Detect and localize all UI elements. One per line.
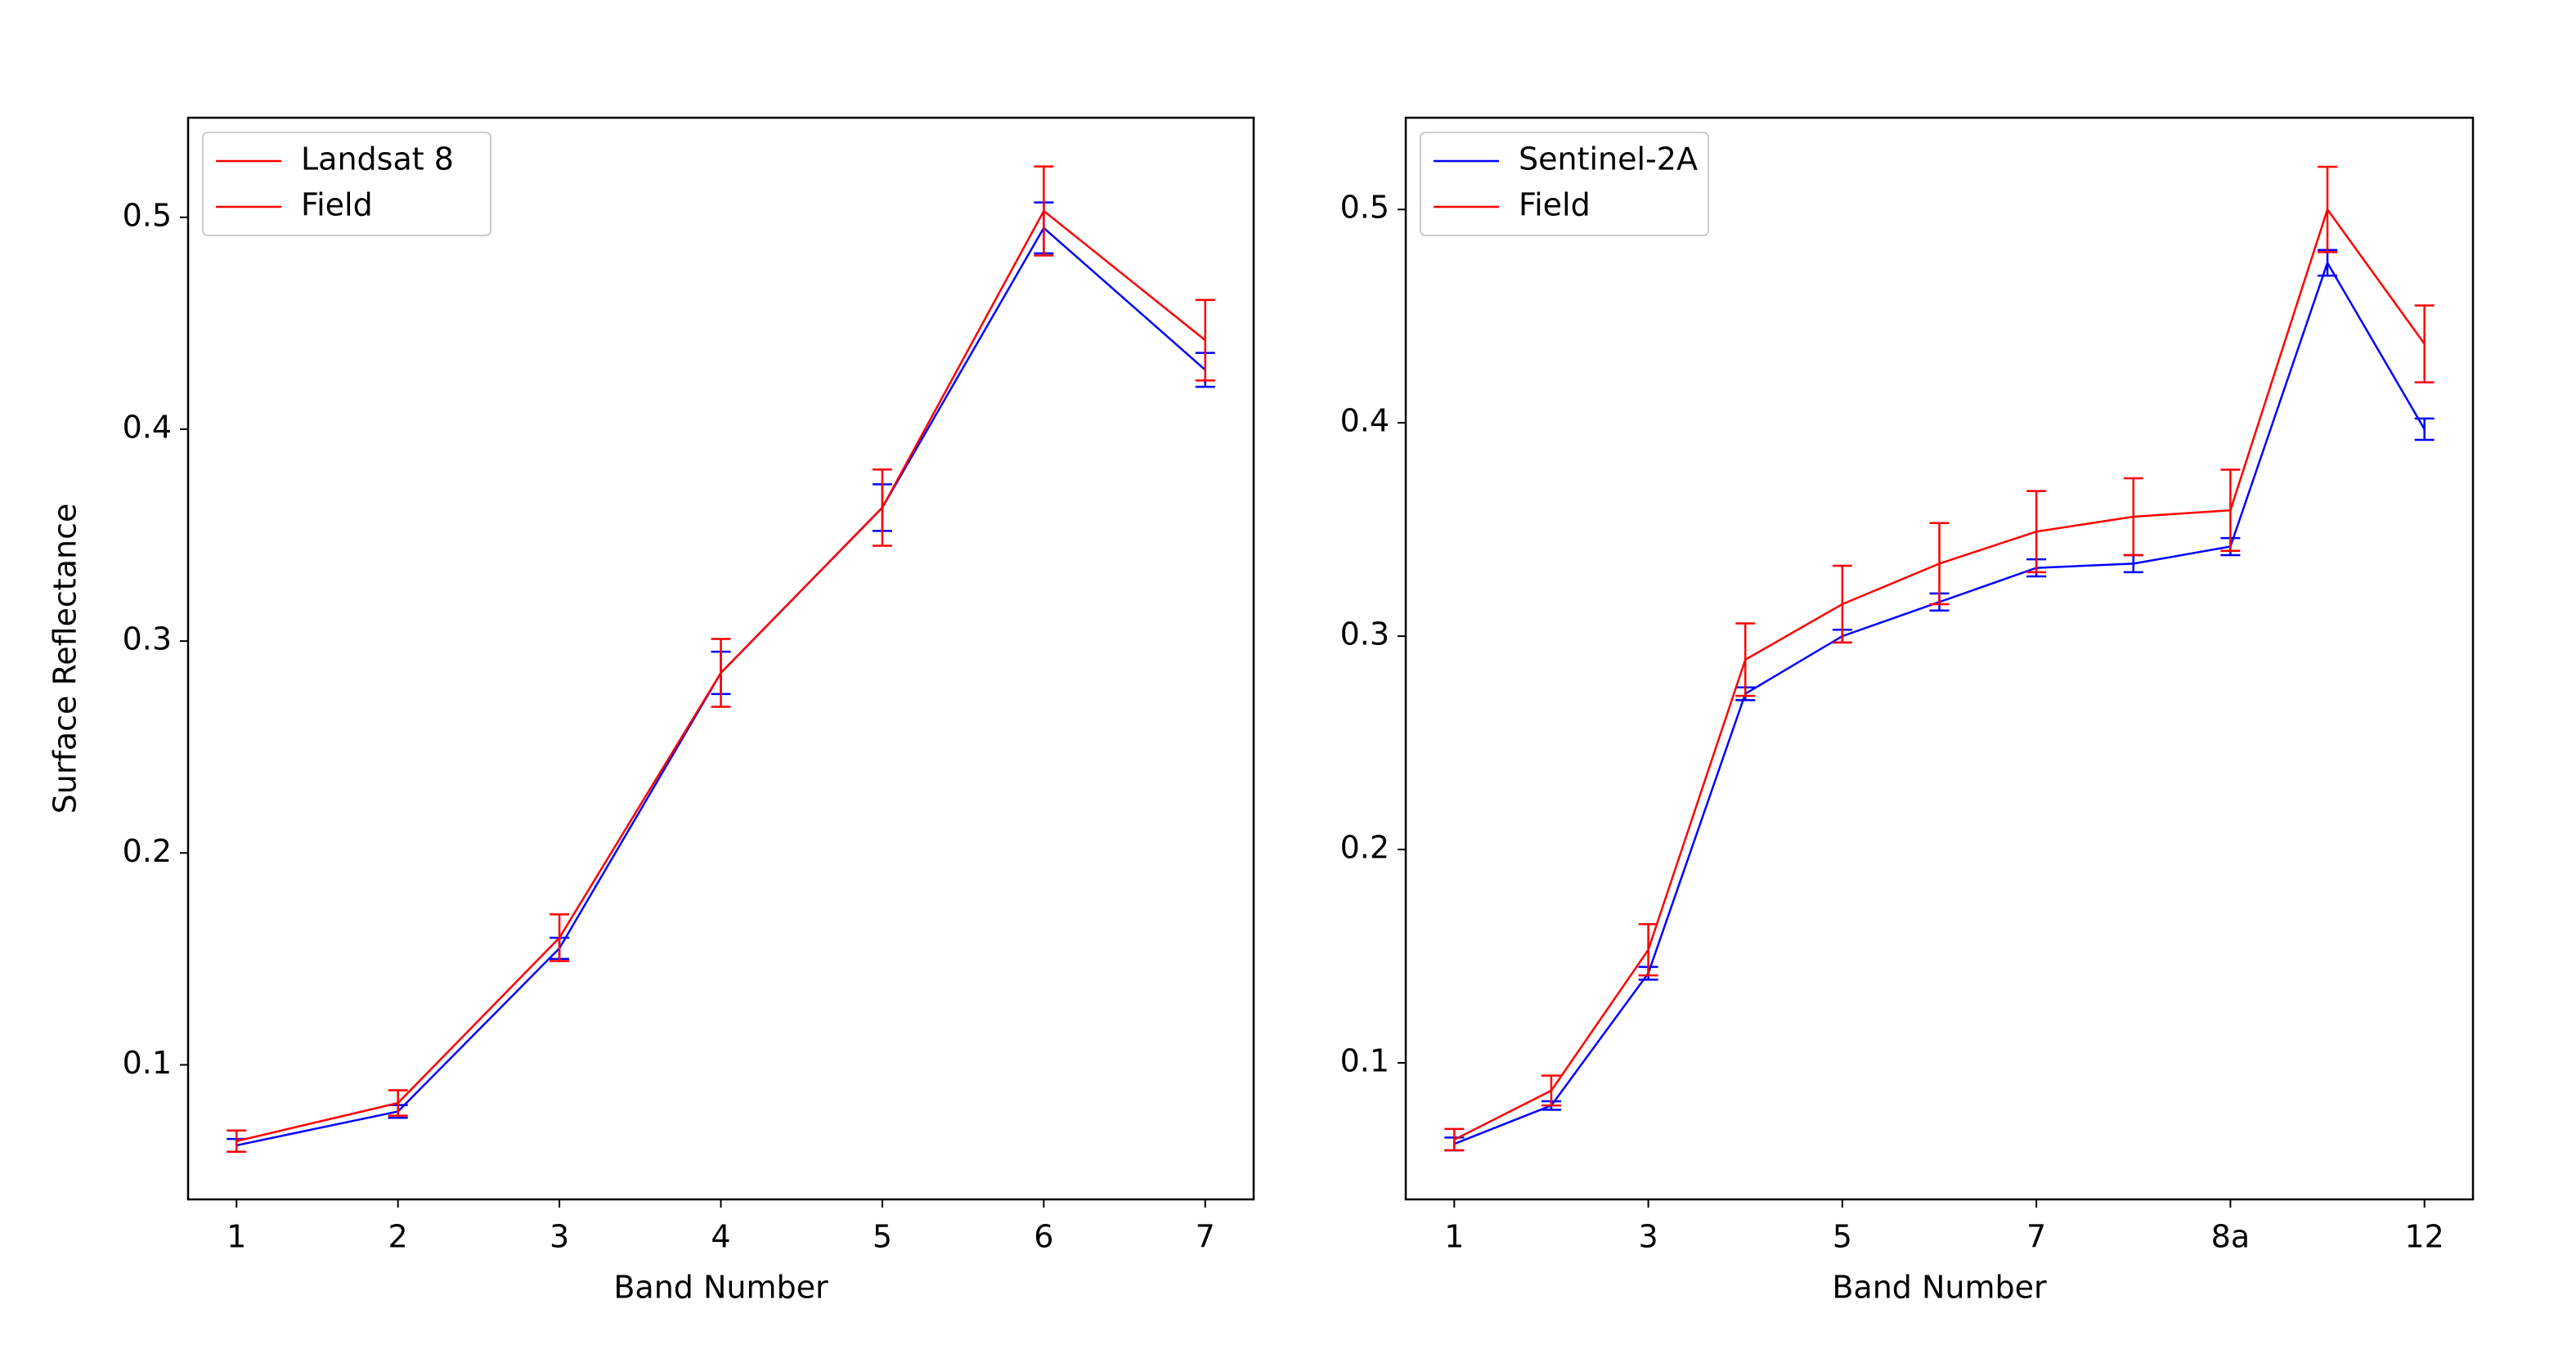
error-bar: [711, 638, 731, 708]
error-bar: [2414, 304, 2435, 383]
error-bar: [2220, 468, 2241, 552]
y-tick-label: 0.4: [1340, 403, 1389, 439]
x-tick-label: 12: [2405, 1219, 2444, 1255]
error-bar: [872, 468, 892, 547]
error-bar: [1195, 298, 1215, 382]
error-bar: [1929, 522, 1950, 606]
x-tick-label: 3: [1638, 1219, 1658, 1255]
x-tick-label: 4: [711, 1219, 730, 1255]
error-bar: [550, 913, 570, 962]
x-tick-label: 8a: [2211, 1219, 2250, 1255]
error-bar: [388, 1089, 408, 1117]
error-bar: [1832, 564, 1852, 644]
y-tick-label: 0.5: [123, 197, 172, 233]
error-bar: [1034, 165, 1054, 257]
legend-label: Field: [301, 187, 373, 223]
y-axis-label: Surface Reflectance: [47, 504, 83, 814]
x-tick-label: 1: [1444, 1219, 1464, 1255]
x-axis-label: Band Number: [1832, 1270, 2047, 1306]
legend-label: Sentinel-2A: [1519, 141, 1698, 177]
plot-frame: [1404, 116, 2475, 1201]
x-tick-label: 2: [388, 1219, 408, 1255]
y-tick-label: 0.1: [123, 1045, 172, 1081]
error-bar: [227, 1129, 247, 1153]
error-bar: [2318, 249, 2338, 277]
x-tick-label: 5: [1833, 1219, 1852, 1255]
y-tick-label: 0.2: [1340, 830, 1389, 866]
error-bar: [2123, 477, 2143, 557]
legend-label: Landsat 8: [301, 141, 454, 177]
error-bar: [2026, 490, 2047, 574]
error-bar: [2318, 165, 2338, 253]
y-tick-label: 0.3: [123, 621, 172, 657]
series-line: [1453, 260, 2426, 1145]
error-bar: [1638, 923, 1658, 977]
legend-box: [1420, 132, 1709, 236]
y-tick-label: 0.3: [1340, 616, 1389, 652]
series-line: [1453, 207, 2426, 1141]
y-tick-label: 0.1: [1340, 1042, 1389, 1078]
x-tick-label: 7: [2026, 1219, 2046, 1255]
y-tick-label: 0.2: [123, 833, 172, 869]
error-bar: [2414, 417, 2435, 441]
x-axis-label: Band Number: [613, 1270, 828, 1306]
y-tick-label: 0.4: [123, 409, 172, 445]
x-tick-label: 1: [227, 1219, 246, 1255]
x-tick-label: 7: [1196, 1219, 1215, 1255]
error-bar: [1541, 1074, 1561, 1107]
error-bar: [1735, 622, 1756, 697]
error-bar: [1444, 1127, 1465, 1152]
legend-label: Field: [1519, 187, 1591, 223]
x-tick-label: 6: [1034, 1219, 1053, 1255]
x-tick-label: 5: [873, 1219, 892, 1255]
y-tick-label: 0.5: [1340, 190, 1389, 226]
legend-box: [202, 132, 491, 236]
x-tick-label: 3: [550, 1219, 569, 1255]
